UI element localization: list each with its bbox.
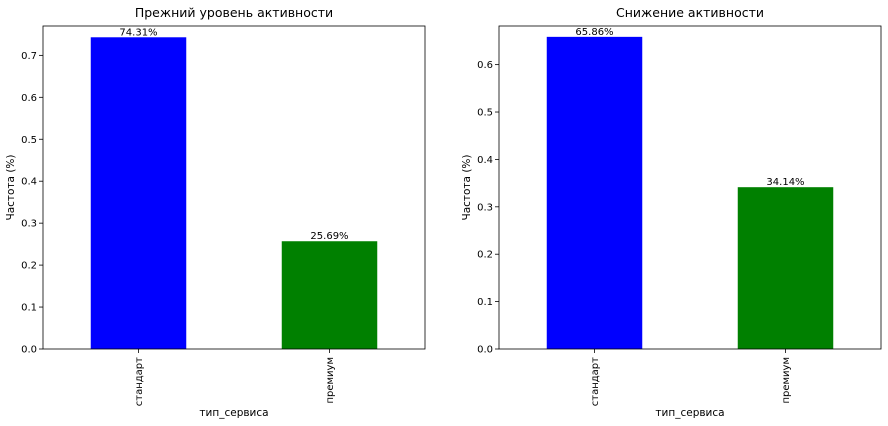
bar-1: [281, 241, 378, 349]
y-tick-label: 0.1: [21, 303, 37, 314]
y-tick-label: 0.5: [477, 108, 493, 119]
y-tick-label: 0.7: [21, 51, 37, 62]
data-label: 74.31%: [119, 27, 157, 38]
y-tick-label: 0.5: [21, 135, 37, 146]
data-label: 25.69%: [310, 231, 348, 242]
y-tick-label: 0.3: [477, 202, 493, 213]
data-label: 34.14%: [766, 177, 804, 188]
data-label: 65.86%: [575, 27, 613, 38]
chart-panel-left: Прежний уровень активности 74.31% стандарт…: [5, 5, 426, 419]
chart-title: Прежний уровень активности: [135, 5, 333, 20]
y-tick-label: 0.2: [21, 261, 37, 272]
x-axis-label: тип_сервиса: [199, 407, 268, 419]
plot-frame: [498, 25, 882, 350]
x-tick-label: стандарт: [134, 357, 145, 406]
y-tick-label: 0.4: [477, 155, 493, 166]
y-axis-label: Частота (%): [461, 154, 473, 220]
y-tick-label: 0.2: [477, 250, 493, 261]
bar-0: [90, 37, 187, 349]
y-axis-label: Частота (%): [5, 154, 17, 220]
y-tick-label: 0.0: [477, 345, 493, 356]
y-tick-label: 0.6: [21, 93, 37, 104]
y-tick-label: 0.3: [21, 219, 37, 230]
y-tick-label: 0.4: [21, 177, 37, 188]
y-tick-label: 0.6: [477, 60, 493, 71]
bar-0: [546, 36, 643, 350]
chart-title: Снижение активности: [616, 5, 764, 20]
y-tick-label: 0.1: [477, 297, 493, 308]
x-tick-label: стандарт: [590, 357, 601, 406]
bar-1: [737, 187, 834, 349]
y-tick-label: 0.0: [21, 345, 37, 356]
x-tick-label: премиум: [781, 357, 792, 404]
x-tick-label: премиум: [325, 357, 336, 404]
x-axis-label: тип_сервиса: [655, 407, 724, 419]
plot-frame: [42, 25, 426, 350]
